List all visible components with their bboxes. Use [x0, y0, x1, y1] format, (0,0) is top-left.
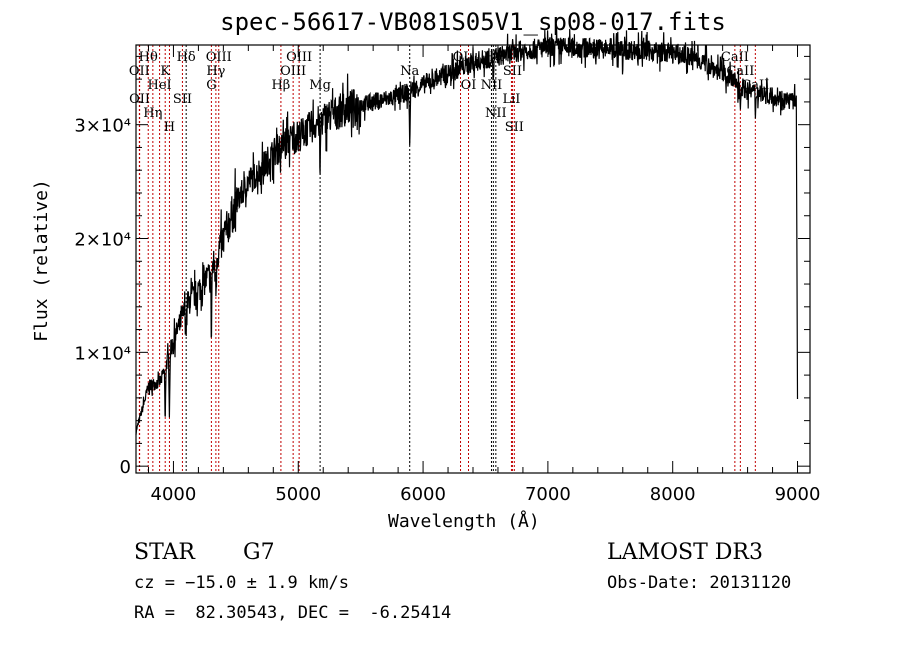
line-label: OIII — [286, 50, 312, 65]
line-label: K — [160, 64, 170, 79]
spectrum-line — [135, 27, 799, 435]
line-label: Na — [400, 64, 419, 79]
line-label: Mg — [309, 78, 331, 93]
x-tick-label: 7000 — [525, 484, 571, 505]
x-tick-label: 6000 — [400, 484, 446, 505]
chart-title: spec-56617-VB081S05V1_sp08-017.fits — [220, 8, 726, 36]
line-label: NII — [485, 106, 507, 121]
survey-name: LAMOST DR3 — [607, 540, 763, 565]
obs-date: Obs-Date: 20131120 — [607, 573, 792, 593]
line-label: OI — [461, 78, 477, 93]
x-axis-label: Wavelength (Å) — [388, 511, 540, 532]
y-axis-label: Flux (relative) — [30, 179, 52, 342]
y-tick-label: 0 — [120, 457, 131, 478]
plot-frame — [135, 44, 811, 474]
x-tick-label: 5000 — [275, 484, 321, 505]
line-label: H — [164, 120, 175, 135]
line-label: OIII — [280, 64, 306, 79]
line-label: G — [206, 78, 216, 93]
line-label: Hγ — [206, 64, 225, 79]
line-label: HeI — [148, 78, 172, 93]
subclass: G7 — [243, 540, 275, 565]
line-label: OII — [129, 92, 150, 107]
line-label: OII — [129, 64, 150, 79]
line-label: SII — [173, 92, 192, 107]
line-label: Hη — [143, 106, 162, 121]
line-label: LiI — [502, 92, 520, 107]
line-label: CaII — [721, 50, 749, 65]
x-tick-label: 9000 — [775, 484, 821, 505]
line-label: Hβ — [271, 78, 290, 93]
redshift: cz = −15.0 ± 1.9 km/s — [134, 573, 349, 593]
object-class: STAR — [134, 540, 195, 565]
line-label: Hδ — [177, 50, 196, 65]
line-label: OIII — [206, 50, 232, 65]
y-tick-label: 2×10⁴ — [74, 230, 131, 251]
line-label: SII — [505, 120, 524, 135]
line-label: NII — [481, 78, 503, 93]
line-label: SII — [503, 64, 522, 79]
y-tick-label: 1×10⁴ — [74, 343, 131, 364]
line-label: Hθ — [139, 50, 158, 65]
coordinates: RA = 82.30543, DEC = -6.25414 — [134, 603, 452, 623]
x-tick-label: 8000 — [650, 484, 696, 505]
x-tick-label: 4000 — [151, 484, 197, 505]
y-tick-label: 3×10⁴ — [74, 116, 131, 137]
